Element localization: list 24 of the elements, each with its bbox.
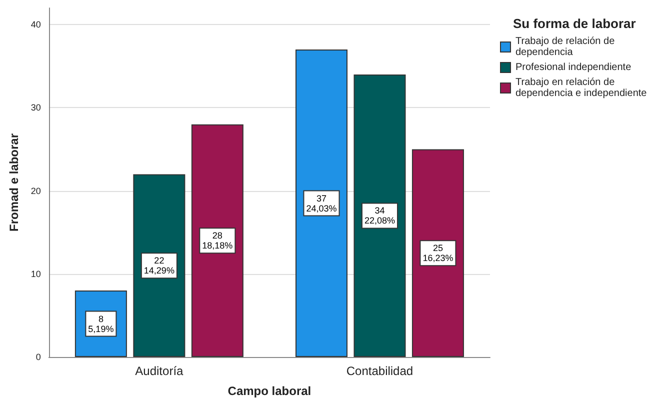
y-tick-label: 30 [30,102,41,113]
x-tick-label: Auditoría [135,364,184,378]
y-tick-label: 20 [30,186,41,196]
bar [295,50,348,357]
bar [412,149,464,357]
data-label: 22 14,29% [144,256,174,276]
legend-label: Trabajo de relación de dependencia [516,36,618,58]
legend-title: Su forma de laborar [513,16,636,31]
x-tick-label: Contabilidad [346,364,414,378]
y-tick-label: 40 [30,20,41,30]
data-label: 34 22,08% [364,206,395,226]
data-label: 28 18,18% [202,230,233,251]
legend-label: Profesional independiente [516,62,632,73]
bar [133,174,186,357]
bar [191,124,244,357]
data-label: 8 5,19% [88,314,114,334]
y-tick-label: 0 [36,352,41,362]
legend-label: Trabajo en relación de dependencia e independiente [516,77,648,99]
x-axis-title: Campo laboral [228,384,312,398]
y-tick-label: 10 [30,268,41,279]
bar [354,74,406,357]
data-label: 37 24,03% [306,193,337,214]
data-label: 25 16,23% [422,243,454,264]
y-axis-title: Fromad e laborar [7,133,21,232]
